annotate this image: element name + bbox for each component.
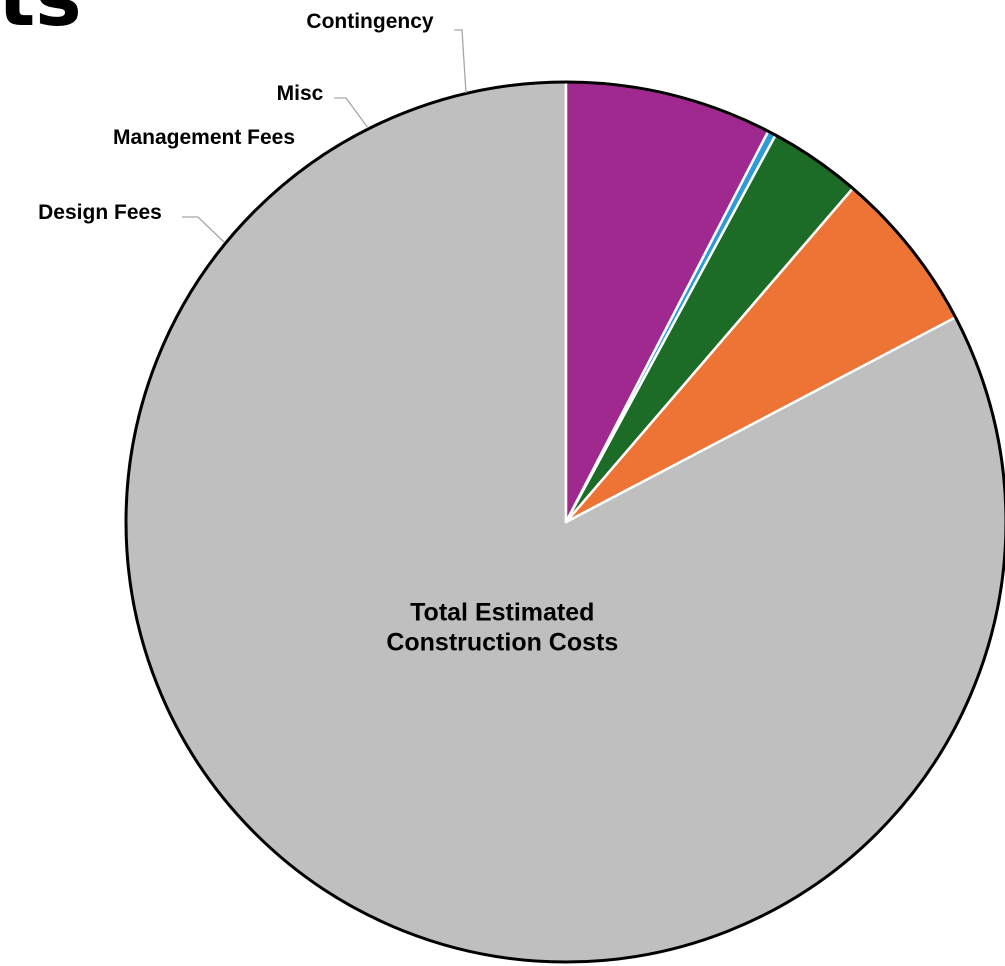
slice-label-misc: Misc xyxy=(277,82,324,105)
pie-outline xyxy=(124,80,1005,964)
pie-slices xyxy=(124,80,1005,964)
leader-line-design-fees xyxy=(182,216,225,243)
leader-line-contingency xyxy=(454,29,467,94)
slice-label-total-estimated-construction-costs: Total Estimated Construction Costs xyxy=(386,598,618,656)
slice-label-management-fees: Management Fees xyxy=(113,126,295,149)
slice-label-design-fees: Design Fees xyxy=(38,201,162,224)
slice-label-contingency: Contingency xyxy=(306,10,433,33)
page-title-fragment: ts xyxy=(0,0,82,38)
label-leader-lines xyxy=(182,29,467,243)
slice-labels: Total Estimated Construction Costs Design … xyxy=(38,10,618,656)
leader-line-misc xyxy=(334,97,369,129)
